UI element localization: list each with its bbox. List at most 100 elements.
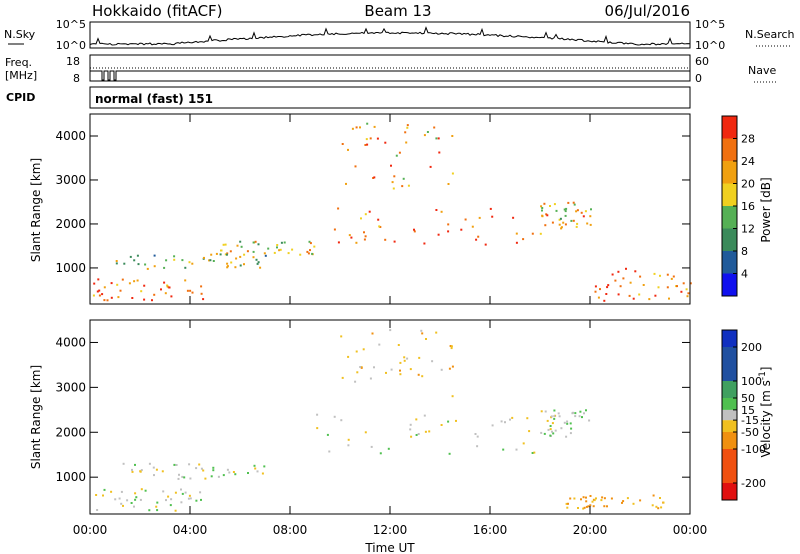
velocity-echo-cell [450, 347, 453, 350]
power-echo-cell [236, 244, 239, 247]
velocity-echo-cell [578, 415, 581, 418]
velocity-echo-cell [355, 350, 358, 353]
velocity-colorbar-tick-label: 100 [741, 375, 762, 388]
velocity-echo-cell [409, 368, 412, 371]
power-echo-cell [136, 279, 139, 282]
velocity-echo-cell [169, 504, 172, 507]
power-echo-cell [464, 218, 467, 221]
velocity-echo-cell [421, 375, 424, 378]
velocity-echo-cell [474, 433, 477, 435]
velocity-echo-cell [135, 496, 138, 499]
power-echo-cell [379, 226, 382, 228]
power-echo-cell [363, 238, 366, 241]
power-echo-cell [153, 293, 156, 296]
power-echo-cell [151, 299, 153, 302]
power-echo-cell [144, 263, 147, 266]
power-echo-cell [239, 240, 242, 243]
power-echo-cell [589, 215, 592, 218]
power-echo-cell [560, 226, 563, 229]
velocity-xtick-label: 04:00 [173, 523, 208, 537]
velocity-echo-cell [371, 332, 374, 335]
power-echo-cell [563, 208, 566, 211]
velocity-echo-cell [102, 494, 104, 497]
velocity-echo-cell [103, 488, 106, 491]
velocity-echo-cell [583, 506, 586, 509]
velocity-echo-cell [354, 380, 357, 383]
velocity-colorbar-tick-label: -100 [741, 443, 766, 456]
power-echo-cell [680, 290, 683, 293]
power-echo-cell [438, 151, 441, 154]
velocity-echo-cell [173, 463, 176, 466]
power-echo-cell [226, 252, 229, 255]
power-echo-cell [628, 294, 631, 297]
velocity-echo-cell [600, 499, 603, 502]
velocity-echo-cell [181, 475, 184, 478]
power-echo-cell [384, 141, 387, 144]
power-echo-cell [607, 284, 610, 287]
velocity-echo-cell [114, 498, 117, 501]
power-echo-cell [625, 267, 627, 270]
power-echo-cell [575, 210, 578, 213]
power-colorbar-label: Power [dB] [759, 177, 773, 242]
velocity-echo-cell [95, 494, 98, 496]
power-colorbar-band [722, 183, 737, 206]
power-echo-cell [254, 240, 257, 243]
cpid-label: CPID [6, 91, 35, 104]
velocity-axes: 1000 2000 3000 4000 00:00 04:00 08:00 12:00 16:0… [55, 319, 707, 537]
power-echo-cell [226, 262, 229, 265]
power-echo-cell [401, 185, 404, 188]
power-echo-cell [264, 254, 267, 257]
power-echo-cell [210, 253, 213, 256]
velocity-echo-cell [415, 434, 418, 436]
velocity-panel: 1000 2000 3000 4000 00:00 04:00 08:00 12:00 16:0… [29, 319, 773, 554]
freq-tick-top: 18 [66, 55, 80, 68]
velocity-echo-cell [549, 434, 552, 437]
power-echo-cell [558, 223, 561, 226]
power-echo-cell [101, 293, 104, 296]
velocity-echo-cell [549, 425, 552, 427]
station-title: Hokkaido (fitACF) [92, 2, 223, 20]
velocity-echo-region [95, 488, 202, 512]
velocity-echo-cell [195, 499, 198, 502]
power-echo-cell [676, 285, 678, 288]
velocity-echo-cell [212, 469, 215, 472]
velocity-echo-cell [585, 409, 587, 412]
power-panel: 1000 2000 3000 4000 Slant Range [km] 4 8 12 16… [29, 113, 773, 305]
power-echo-cell [589, 223, 592, 226]
velocity-echo-cell [131, 470, 134, 473]
velocity-echo-cell [526, 417, 529, 420]
power-echo-cell [489, 207, 492, 210]
power-echo-cell [222, 243, 225, 246]
freq-label-line2: [MHz] [5, 69, 37, 82]
power-colorbar-band [722, 138, 737, 161]
power-echo-cell [96, 290, 99, 293]
power-echo-cell [165, 259, 168, 262]
power-echo-cell [632, 297, 635, 300]
power-echo-cell [666, 286, 669, 289]
velocity-echo-cell [177, 477, 180, 480]
power-echo-cell [564, 214, 567, 217]
velocity-colorbar-band [722, 420, 737, 432]
power-colorbar-tick-label: 16 [741, 200, 755, 213]
velocity-ytick-label: 3000 [55, 380, 86, 394]
velocity-echo-cell [148, 509, 151, 512]
power-echo-cell [562, 221, 565, 224]
power-echo-cell [163, 266, 166, 269]
power-echo-cell [119, 289, 122, 292]
velocity-echo-cell [347, 438, 350, 441]
power-colorbar-band [722, 206, 737, 229]
velocity-echo-cell [409, 423, 412, 426]
power-echo-cell [393, 240, 396, 243]
velocity-echo-cell [378, 343, 381, 346]
noise-left-tick-top: 10^5 [56, 18, 86, 31]
power-echo-cell [659, 274, 661, 277]
power-echo-cell [639, 275, 642, 278]
power-echo-cell [460, 228, 463, 231]
velocity-echo-cell [655, 505, 658, 508]
power-echo-cell [243, 263, 245, 266]
velocity-echo-cell [188, 463, 191, 466]
power-echo-cell [638, 293, 641, 296]
power-echo-cell [564, 223, 567, 226]
power-echo-cell [512, 216, 515, 219]
power-echo-cell [311, 252, 314, 255]
